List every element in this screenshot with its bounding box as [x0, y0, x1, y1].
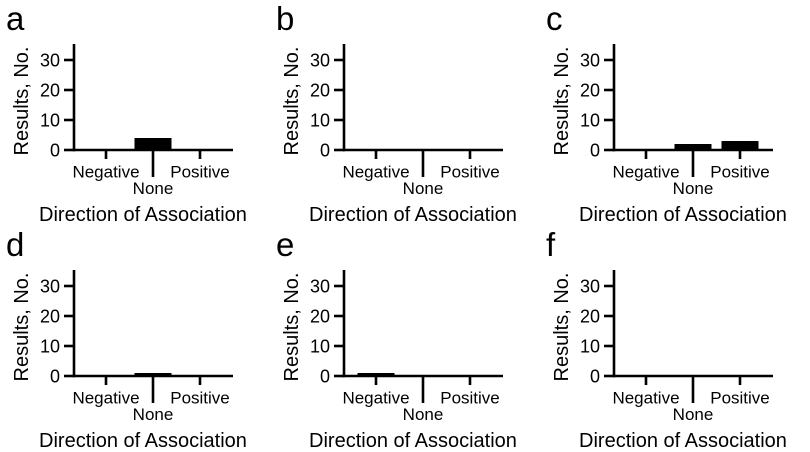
y-tick-label: 30 — [40, 51, 60, 71]
category-label-none: None — [133, 405, 174, 424]
x-axis-title: Direction of Association — [39, 204, 247, 226]
y-tick-label: 30 — [580, 277, 600, 297]
y-tick-label: 20 — [580, 81, 600, 101]
category-label-negative: Negative — [342, 163, 409, 182]
y-tick-label: 10 — [310, 337, 330, 357]
x-axis-title: Direction of Association — [309, 204, 517, 226]
category-label-negative: Negative — [612, 163, 679, 182]
y-tick-label: 20 — [580, 307, 600, 327]
y-tick-label: 0 — [590, 367, 600, 387]
panel-letter: b — [276, 0, 295, 37]
panel-b: b 0 10 20 30 Negative None Positive Direction o… — [270, 0, 540, 226]
category-label-none: None — [403, 179, 444, 198]
panel-e: e 0 10 20 30 Negative None Positive Direction o… — [270, 226, 540, 452]
y-tick-label: 10 — [40, 111, 60, 131]
x-axis-title: Direction of Association — [39, 430, 247, 452]
panel-letter: d — [6, 226, 25, 263]
category-label-positive: Positive — [170, 389, 230, 408]
bar-none — [134, 138, 172, 151]
bar-none — [674, 144, 712, 151]
y-tick-label: 30 — [310, 277, 330, 297]
y-tick-label: 20 — [40, 307, 60, 327]
category-label-negative: Negative — [72, 389, 139, 408]
panel-letter: c — [546, 0, 563, 37]
panel-d: d 0 10 20 30 Negative None Positive Direction o… — [0, 226, 270, 452]
category-label-none: None — [403, 405, 444, 424]
y-tick-label: 10 — [310, 111, 330, 131]
x-axis-title: Direction of Association — [579, 204, 787, 226]
category-label-none: None — [133, 179, 174, 198]
y-tick-label: 30 — [310, 51, 330, 71]
category-label-negative: Negative — [612, 389, 679, 408]
y-tick-label: 0 — [320, 367, 330, 387]
y-axis-title: Results, No. — [281, 47, 303, 156]
category-label-negative: Negative — [72, 163, 139, 182]
y-axis-title: Results, No. — [551, 47, 573, 156]
panel-letter: a — [6, 0, 25, 37]
y-tick-label: 20 — [310, 81, 330, 101]
y-tick-label: 20 — [40, 81, 60, 101]
category-label-positive: Positive — [710, 163, 770, 182]
y-tick-label: 0 — [50, 141, 60, 161]
y-tick-label: 30 — [40, 277, 60, 297]
panel-a: a 0 10 20 30 Negative None Positive Direction o… — [0, 0, 270, 226]
category-label-none: None — [673, 405, 714, 424]
y-tick-label: 0 — [590, 141, 600, 161]
panel-letter: e — [276, 226, 295, 263]
y-axis-title: Results, No. — [551, 273, 573, 382]
category-label-negative: Negative — [342, 389, 409, 408]
y-tick-label: 10 — [580, 337, 600, 357]
y-tick-label: 10 — [40, 337, 60, 357]
y-tick-label: 0 — [320, 141, 330, 161]
y-tick-label: 30 — [580, 51, 600, 71]
panel-f: f 0 10 20 30 Negative None Positive Direction o… — [540, 226, 810, 452]
x-axis-title: Direction of Association — [579, 430, 787, 452]
panel-letter: f — [546, 226, 556, 263]
y-tick-label: 0 — [50, 367, 60, 387]
y-tick-label: 10 — [580, 111, 600, 131]
category-label-positive: Positive — [440, 163, 500, 182]
y-axis-title: Results, No. — [11, 47, 33, 156]
category-label-positive: Positive — [170, 163, 230, 182]
panel-c: c 0 10 20 30 Negative None Positive Direction o… — [540, 0, 810, 226]
bar-positive — [721, 141, 759, 151]
y-axis-title: Results, No. — [11, 273, 33, 382]
y-tick-label: 20 — [310, 307, 330, 327]
x-axis-title: Direction of Association — [309, 430, 517, 452]
category-label-positive: Positive — [440, 389, 500, 408]
y-axis-title: Results, No. — [281, 273, 303, 382]
category-label-positive: Positive — [710, 389, 770, 408]
category-label-none: None — [673, 179, 714, 198]
